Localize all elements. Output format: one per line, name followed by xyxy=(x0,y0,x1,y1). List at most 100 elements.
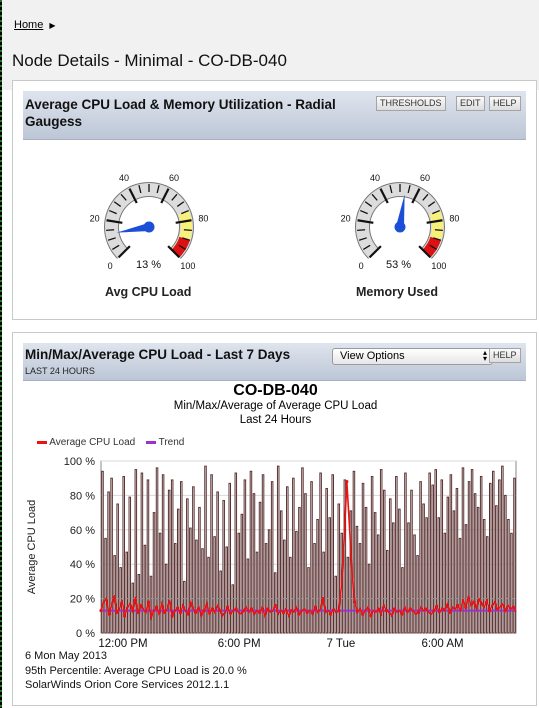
cpu-panel-title: Min/Max/Average CPU Load - Last 7 Days xyxy=(25,347,291,362)
legend-trend-swatch xyxy=(146,440,156,444)
max-load-bar xyxy=(167,489,171,634)
gauge-tick xyxy=(111,244,120,251)
max-load-bar xyxy=(343,479,347,634)
footer-date: 6 Mon May 2013 xyxy=(25,650,107,662)
avg-load-point xyxy=(273,603,278,608)
max-load-bar xyxy=(395,475,398,634)
max-load-bar xyxy=(195,539,198,634)
gauge-tick xyxy=(407,185,411,194)
max-load-bar xyxy=(301,467,304,634)
max-load-bar xyxy=(231,584,235,634)
x-tick-label: 7 Tue xyxy=(326,638,355,650)
avg-load-point xyxy=(424,607,428,611)
cpu-help-button[interactable]: HELP xyxy=(489,348,521,363)
gauge-tick-label: 60 xyxy=(420,173,430,183)
avg-load-point xyxy=(345,480,349,484)
thresholds-button[interactable]: THRESHOLDS xyxy=(376,96,446,111)
gauge-tick xyxy=(418,245,432,259)
max-load-bar xyxy=(270,481,274,634)
avg-load-point xyxy=(503,609,508,613)
max-load-bar xyxy=(422,503,425,634)
help-button[interactable]: HELP xyxy=(489,96,521,111)
edit-button[interactable]: EDIT xyxy=(456,96,485,111)
avg-load-point xyxy=(337,609,341,613)
gauge-needle-hub xyxy=(143,221,155,233)
avg-load-point xyxy=(218,609,222,613)
max-load-bar xyxy=(252,493,256,634)
max-load-bar xyxy=(255,551,259,634)
avg-load-point xyxy=(186,612,190,616)
max-load-bar xyxy=(125,551,129,634)
avg-load-point xyxy=(226,605,230,609)
max-load-bar xyxy=(355,525,359,634)
footer-percentile: 95th Percentile: Average CPU Load is 20.… xyxy=(25,665,247,677)
legend-trend-label: Trend xyxy=(158,437,185,448)
breadcrumb-home-link[interactable]: Home xyxy=(14,19,44,31)
avg-load-point xyxy=(250,607,254,611)
max-load-bar xyxy=(170,479,174,634)
cpu-load-gauge: 0 20 40 60 80 100 xyxy=(90,173,209,271)
avg-load-point xyxy=(234,607,238,611)
max-load-bar xyxy=(186,498,189,634)
cpu-panel-header: Min/Max/Average CPU Load - Last 7 Days L… xyxy=(23,343,526,381)
gauge-tick xyxy=(422,193,429,201)
max-load-bar xyxy=(289,556,292,634)
max-load-bar xyxy=(437,517,441,634)
max-load-bar xyxy=(213,536,216,634)
gauge-warning-zone xyxy=(178,210,192,241)
avg-load-point xyxy=(432,609,436,613)
left-edge-strip xyxy=(0,0,2,708)
max-load-bar xyxy=(473,493,477,634)
max-load-bar xyxy=(452,510,456,634)
max-load-bar xyxy=(325,488,328,634)
max-load-bar xyxy=(219,570,222,634)
cpu-load-chart: 0 % 20 % 40 % 60 % 80 % 100 % 12:00 PM 6:00 PM 7… xyxy=(26,456,517,650)
view-options-value: View Options xyxy=(340,350,405,362)
avg-load-point xyxy=(384,609,389,613)
max-load-bar xyxy=(488,482,492,634)
gauge-tick xyxy=(433,237,442,241)
max-load-bar xyxy=(286,486,289,634)
max-load-bar xyxy=(201,548,204,634)
max-load-bar xyxy=(455,488,459,634)
avg-load-point xyxy=(408,607,412,611)
max-load-bar xyxy=(373,512,377,634)
view-options-select[interactable]: View Options ▴ ▾ xyxy=(332,348,493,365)
gauge-tick xyxy=(138,185,142,194)
gauge-tick xyxy=(181,209,189,215)
max-load-bar xyxy=(401,567,404,634)
gauge-tick xyxy=(171,193,178,201)
x-tick-label: 6:00 PM xyxy=(218,638,261,650)
max-load-bar xyxy=(273,572,277,634)
gauge-tick xyxy=(160,188,170,204)
max-load-bar xyxy=(279,510,283,634)
max-load-bar xyxy=(319,472,322,634)
max-load-bar xyxy=(316,518,319,634)
gauge-tick-label: 100 xyxy=(431,261,446,271)
max-load-bar xyxy=(295,531,298,634)
chart-title: CO-DB-040 xyxy=(233,382,318,399)
avg-load-point xyxy=(265,607,270,611)
y-tick-label: 100 % xyxy=(64,456,95,468)
y-tick-label: 20 % xyxy=(70,594,95,606)
chart-subtitle: Min/Max/Average of Average CPU Load xyxy=(173,400,378,412)
max-load-bar xyxy=(216,491,219,634)
avg-load-point xyxy=(162,610,167,614)
avg-load-point xyxy=(464,605,468,609)
gauge-tick-label: 0 xyxy=(108,261,113,271)
avg-load-point xyxy=(353,600,357,604)
max-load-bar xyxy=(158,532,162,634)
max-load-bar xyxy=(276,465,280,634)
gauge-tick-label: 40 xyxy=(119,173,129,183)
gauge-tick xyxy=(389,185,393,194)
max-load-bar xyxy=(382,489,386,634)
max-load-bar xyxy=(379,469,383,634)
gauge-tick xyxy=(426,219,443,224)
max-load-bar xyxy=(504,494,507,634)
gauge-tick xyxy=(379,188,389,204)
breadcrumb-arrow-icon[interactable]: ▶ xyxy=(49,21,56,30)
max-load-bar xyxy=(264,543,268,634)
max-load-bar xyxy=(416,555,419,634)
max-load-bar xyxy=(237,532,241,634)
max-load-bar xyxy=(307,567,310,634)
